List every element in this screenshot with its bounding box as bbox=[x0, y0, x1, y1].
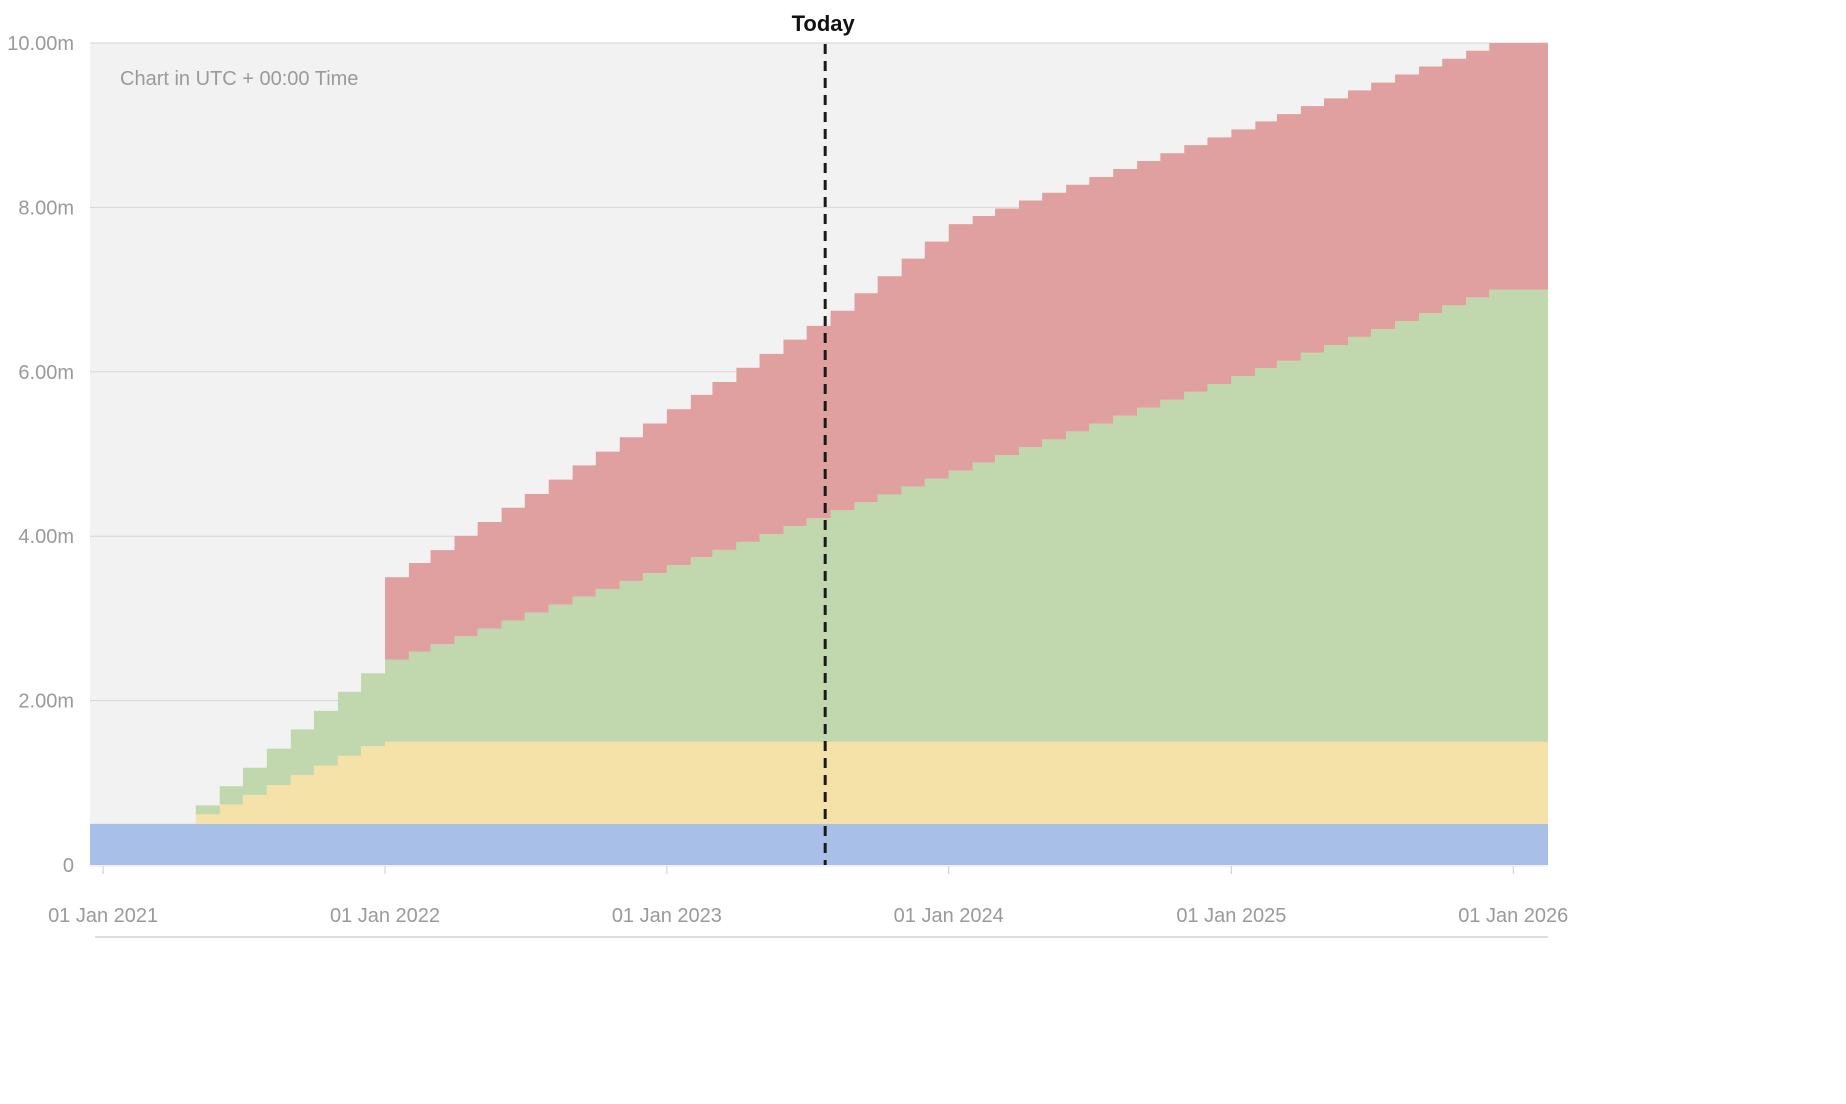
y-tick-label: 0 bbox=[63, 855, 74, 877]
y-axis: 0 2.00m 4.00m 6.00m 8.00m 10.00m bbox=[7, 33, 74, 877]
x-tick-label: 01 Jan 2025 bbox=[1176, 905, 1286, 927]
today-marker: Today bbox=[792, 11, 856, 865]
timezone-note: Chart in UTC + 00:00 Time bbox=[120, 68, 358, 90]
x-tick-label: 01 Jan 2026 bbox=[1458, 905, 1568, 927]
x-tick-label: 01 Jan 2021 bbox=[48, 905, 158, 927]
series-area-3 bbox=[90, 43, 1548, 824]
series-area-1 bbox=[90, 741, 1548, 824]
x-axis: 01 Jan 2021 01 Jan 2022 01 Jan 2023 01 Jan … bbox=[48, 865, 1568, 938]
x-tick-label: 01 Jan 2023 bbox=[612, 905, 722, 927]
y-tick-label: 10.00m bbox=[7, 33, 74, 55]
x-tick-label: 01 Jan 2024 bbox=[894, 905, 1004, 927]
series-area-2 bbox=[90, 289, 1548, 824]
y-tick-label: 4.00m bbox=[18, 526, 74, 548]
y-tick-label: 2.00m bbox=[18, 691, 74, 713]
today-label: Today bbox=[792, 11, 856, 36]
series-area-0 bbox=[90, 823, 1548, 865]
y-tick-label: 6.00m bbox=[18, 362, 74, 384]
series-areas bbox=[90, 43, 1548, 865]
x-tick-label: 01 Jan 2022 bbox=[330, 905, 440, 927]
y-tick-label: 8.00m bbox=[18, 197, 74, 219]
